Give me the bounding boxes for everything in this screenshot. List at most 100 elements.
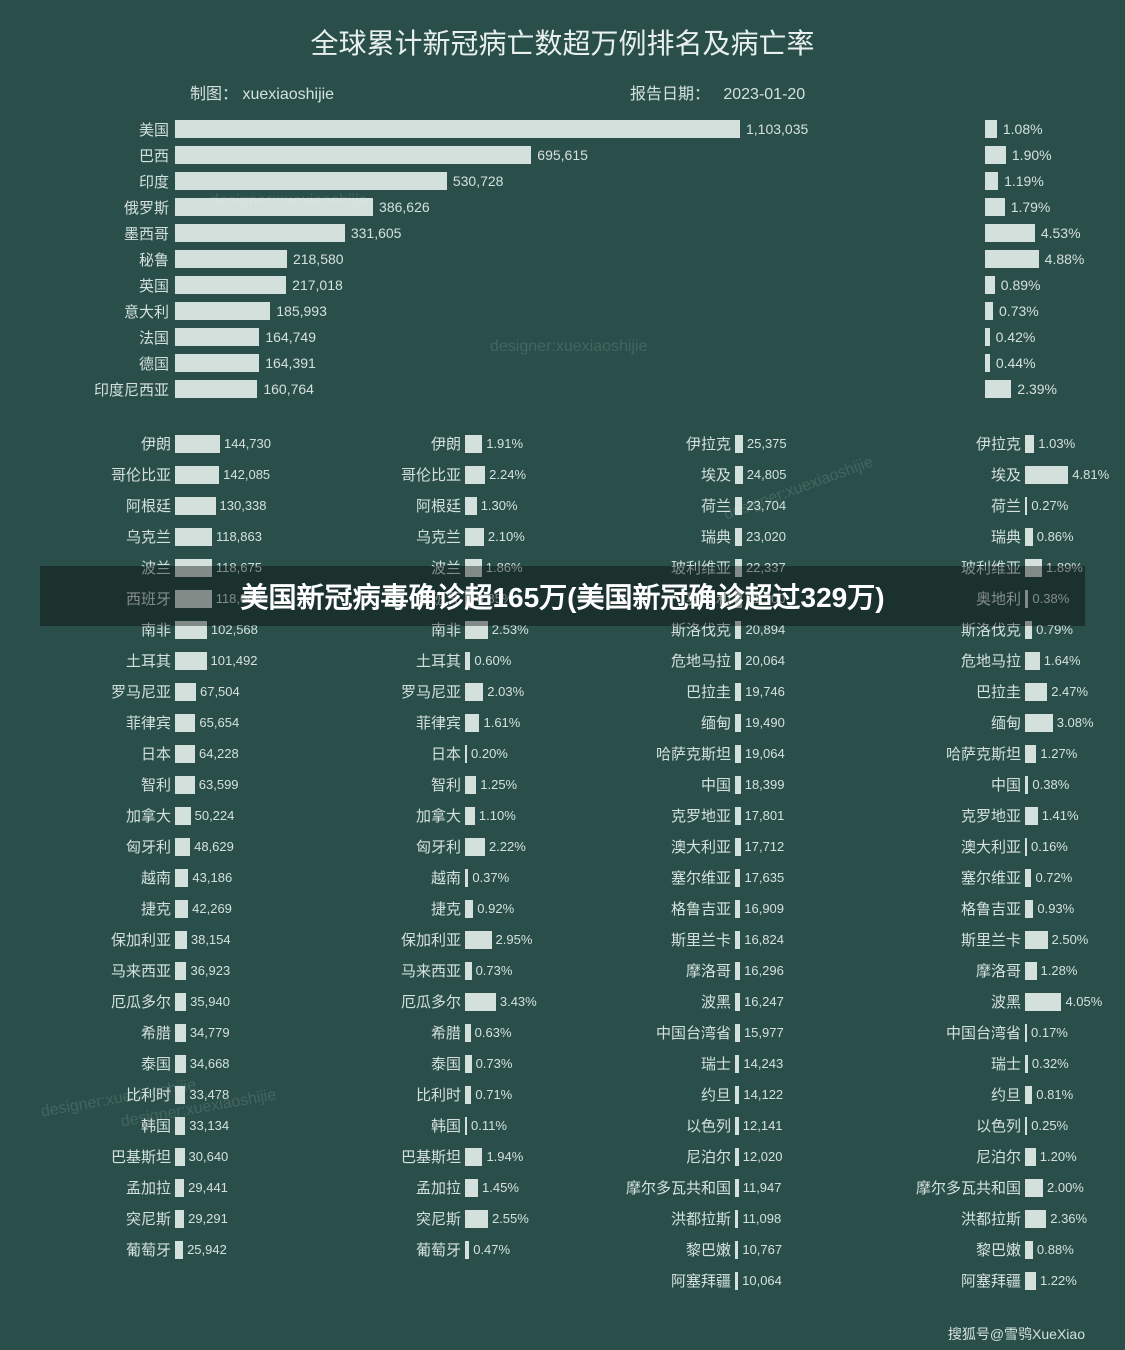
data-row: 葡萄牙0.47%	[290, 1234, 560, 1265]
deaths-value: 12,020	[743, 1147, 783, 1167]
data-row: 加拿大50,224	[0, 800, 290, 831]
country-label: 比利时	[0, 1084, 175, 1105]
deaths-bar	[735, 714, 741, 732]
rate-bar	[465, 435, 482, 453]
country-label: 波黑	[560, 991, 735, 1012]
data-row: 罗马尼亚67,504	[0, 676, 290, 707]
country-label: 瑞士	[560, 1053, 735, 1074]
rate-value: 2.39%	[1017, 379, 1057, 399]
country-label: 突尼斯	[0, 1208, 175, 1229]
rate-value: 4.88%	[1045, 249, 1085, 269]
rate-col-a: 伊朗1.91%哥伦比亚2.24%阿根廷1.30%乌克兰2.10%波兰1.86%西…	[290, 428, 560, 1296]
rate-value: 2.50%	[1052, 930, 1089, 950]
deaths-bar	[735, 1055, 739, 1073]
country-label: 阿塞拜疆	[560, 1270, 735, 1291]
deaths-value: 67,504	[200, 682, 240, 702]
country-label: 摩尔多瓦共和国	[850, 1177, 1025, 1198]
data-row: 匈牙利48,629	[0, 831, 290, 862]
deaths-value: 16,296	[744, 961, 784, 981]
country-label: 墨西哥	[0, 223, 175, 244]
rate-bar	[1025, 1086, 1032, 1104]
top-row: 秘鲁218,5804.88%	[0, 246, 1125, 272]
rate-value: 2.10%	[488, 527, 525, 547]
data-row: 葡萄牙25,942	[0, 1234, 290, 1265]
rate-value: 0.73%	[476, 1054, 513, 1074]
country-label: 巴基斯坦	[290, 1146, 465, 1167]
country-label: 德国	[0, 353, 175, 374]
deaths-bar	[175, 120, 740, 138]
country-label: 马来西亚	[290, 960, 465, 981]
deaths-bar	[175, 1241, 183, 1259]
country-label: 危地马拉	[850, 650, 1025, 671]
data-row: 中国0.38%	[850, 769, 1125, 800]
country-label: 智利	[290, 774, 465, 795]
rate-value: 0.86%	[1037, 527, 1074, 547]
deaths-bar	[175, 745, 195, 763]
rate-value: 1.90%	[1012, 145, 1052, 165]
data-row: 突尼斯29,291	[0, 1203, 290, 1234]
country-label: 澳大利亚	[560, 836, 735, 857]
deaths-bar	[175, 714, 195, 732]
data-row: 摩洛哥16,296	[560, 955, 850, 986]
rate-bar	[465, 1117, 467, 1135]
country-label: 希腊	[0, 1022, 175, 1043]
country-label: 土耳其	[290, 650, 465, 671]
rate-bar	[1025, 1024, 1027, 1042]
country-label: 哥伦比亚	[0, 464, 175, 485]
deaths-bar	[175, 900, 188, 918]
rate-value: 0.63%	[475, 1023, 512, 1043]
rate-value: 1.41%	[1042, 806, 1079, 826]
country-label: 葡萄牙	[0, 1239, 175, 1260]
data-row: 匈牙利2.22%	[290, 831, 560, 862]
rate-value: 2.22%	[489, 837, 526, 857]
data-row: 巴拉圭19,746	[560, 676, 850, 707]
deaths-value: 530,728	[453, 171, 504, 191]
rate-value: 0.92%	[477, 899, 514, 919]
deaths-value: 160,764	[263, 379, 314, 399]
rate-value: 0.60%	[474, 651, 511, 671]
rate-bar	[985, 354, 990, 372]
rate-value: 0.38%	[1032, 775, 1069, 795]
rate-value: 0.88%	[1037, 1240, 1074, 1260]
rate-value: 2.55%	[492, 1209, 529, 1229]
deaths-bar	[175, 931, 187, 949]
deaths-value: 19,064	[745, 744, 785, 764]
deaths-value: 33,134	[189, 1116, 229, 1136]
country-label: 乌克兰	[290, 526, 465, 547]
data-row: 瑞士0.32%	[850, 1048, 1125, 1079]
data-row: 韩国0.11%	[290, 1110, 560, 1141]
country-label: 荷兰	[850, 495, 1025, 516]
deaths-value: 144,730	[224, 434, 271, 454]
data-row: 瑞典0.86%	[850, 521, 1125, 552]
country-label: 格鲁吉亚	[850, 898, 1025, 919]
country-label: 日本	[0, 743, 175, 764]
data-row: 澳大利亚0.16%	[850, 831, 1125, 862]
deaths-bar	[735, 776, 741, 794]
data-row: 哈萨克斯坦1.27%	[850, 738, 1125, 769]
country-label: 巴拉圭	[850, 681, 1025, 702]
deaths-bar	[735, 497, 742, 515]
rate-value: 1.45%	[482, 1178, 519, 1198]
country-label: 泰国	[0, 1053, 175, 1074]
data-row: 厄瓜多尔3.43%	[290, 986, 560, 1017]
rate-value: 0.16%	[1031, 837, 1068, 857]
deaths-bar	[735, 1024, 740, 1042]
data-row: 保加利亚38,154	[0, 924, 290, 955]
deaths-value: 11,098	[742, 1209, 781, 1229]
rate-bar	[985, 276, 995, 294]
data-row: 以色列0.25%	[850, 1110, 1125, 1141]
country-label: 突尼斯	[290, 1208, 465, 1229]
data-row: 巴拉圭2.47%	[850, 676, 1125, 707]
rate-value: 1.19%	[1004, 171, 1044, 191]
data-row: 阿根廷1.30%	[290, 490, 560, 521]
top-row: 印度530,7281.19%	[0, 168, 1125, 194]
country-label: 匈牙利	[0, 836, 175, 857]
rate-value: 1.25%	[480, 775, 517, 795]
deaths-value: 217,018	[292, 275, 343, 295]
data-row: 中国台湾省0.17%	[850, 1017, 1125, 1048]
country-label: 马来西亚	[0, 960, 175, 981]
rate-bar	[465, 962, 472, 980]
data-row: 埃及24,805	[560, 459, 850, 490]
deaths-bar	[735, 807, 741, 825]
rate-bar	[1025, 1241, 1033, 1259]
